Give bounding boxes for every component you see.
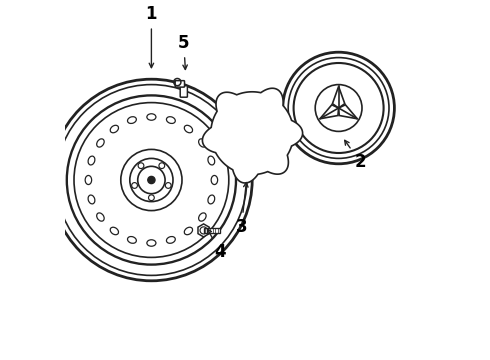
- Circle shape: [148, 176, 155, 184]
- Text: 2: 2: [345, 140, 366, 171]
- Polygon shape: [198, 224, 209, 237]
- Text: 4: 4: [207, 229, 225, 261]
- FancyBboxPatch shape: [204, 228, 220, 233]
- Text: 3: 3: [236, 183, 248, 236]
- Text: 1: 1: [146, 5, 157, 68]
- Text: 5: 5: [178, 34, 190, 69]
- Polygon shape: [202, 88, 303, 183]
- FancyBboxPatch shape: [175, 81, 185, 87]
- FancyBboxPatch shape: [180, 86, 187, 97]
